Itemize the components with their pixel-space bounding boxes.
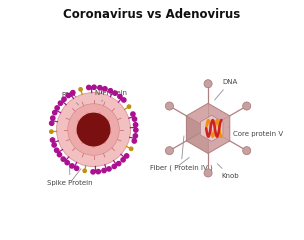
Circle shape xyxy=(52,143,56,147)
Ellipse shape xyxy=(93,112,101,128)
Circle shape xyxy=(113,91,117,95)
Circle shape xyxy=(50,121,54,125)
Circle shape xyxy=(53,110,57,115)
Circle shape xyxy=(79,88,82,91)
Text: N Protein: N Protein xyxy=(95,90,127,101)
Circle shape xyxy=(165,102,174,110)
Circle shape xyxy=(74,166,79,170)
Ellipse shape xyxy=(95,128,112,135)
Circle shape xyxy=(130,147,133,150)
Circle shape xyxy=(133,117,137,121)
Circle shape xyxy=(165,147,174,155)
Circle shape xyxy=(96,169,100,174)
Circle shape xyxy=(55,106,59,110)
Circle shape xyxy=(66,93,71,98)
Polygon shape xyxy=(186,103,230,153)
Circle shape xyxy=(112,164,116,168)
Circle shape xyxy=(68,104,119,155)
Circle shape xyxy=(116,162,121,166)
Ellipse shape xyxy=(81,130,93,144)
Circle shape xyxy=(133,134,137,138)
Circle shape xyxy=(50,138,55,142)
Circle shape xyxy=(133,123,138,127)
Circle shape xyxy=(50,130,53,133)
Circle shape xyxy=(57,93,130,167)
Circle shape xyxy=(132,139,136,143)
Circle shape xyxy=(91,170,95,174)
Circle shape xyxy=(51,116,55,120)
Text: DNA: DNA xyxy=(215,79,238,100)
Text: Spike Protein: Spike Protein xyxy=(47,162,93,186)
Polygon shape xyxy=(186,128,208,153)
Circle shape xyxy=(107,167,111,171)
Circle shape xyxy=(83,169,86,173)
Circle shape xyxy=(127,105,131,108)
Circle shape xyxy=(134,128,138,132)
Circle shape xyxy=(124,154,129,158)
Circle shape xyxy=(58,101,63,105)
Circle shape xyxy=(98,85,102,90)
Circle shape xyxy=(243,102,251,110)
Circle shape xyxy=(61,157,65,161)
Ellipse shape xyxy=(90,131,97,148)
Ellipse shape xyxy=(95,120,110,130)
Circle shape xyxy=(71,90,75,95)
Circle shape xyxy=(122,98,126,102)
Circle shape xyxy=(108,89,112,93)
Circle shape xyxy=(204,80,212,88)
Circle shape xyxy=(243,147,251,155)
Ellipse shape xyxy=(75,128,92,135)
Polygon shape xyxy=(200,115,223,141)
Polygon shape xyxy=(186,116,208,141)
Circle shape xyxy=(70,164,74,168)
Ellipse shape xyxy=(86,112,94,128)
Circle shape xyxy=(102,168,106,173)
Circle shape xyxy=(54,148,59,152)
Text: RNA: RNA xyxy=(61,92,78,105)
Text: Coronavirus vs Adenovirus: Coronavirus vs Adenovirus xyxy=(63,8,241,21)
Circle shape xyxy=(103,87,107,91)
Ellipse shape xyxy=(94,130,106,144)
Ellipse shape xyxy=(77,120,92,130)
Text: Fiber ( Protein IV ): Fiber ( Protein IV ) xyxy=(150,136,212,171)
Circle shape xyxy=(65,161,69,165)
Circle shape xyxy=(121,158,125,162)
Circle shape xyxy=(87,85,91,90)
Circle shape xyxy=(62,97,66,102)
Circle shape xyxy=(131,112,135,116)
Circle shape xyxy=(57,153,62,157)
Circle shape xyxy=(77,113,110,146)
Text: Knob: Knob xyxy=(217,164,239,179)
Circle shape xyxy=(92,85,96,89)
Text: Core protein V: Core protein V xyxy=(229,128,283,137)
Circle shape xyxy=(118,94,122,99)
Circle shape xyxy=(204,169,212,177)
